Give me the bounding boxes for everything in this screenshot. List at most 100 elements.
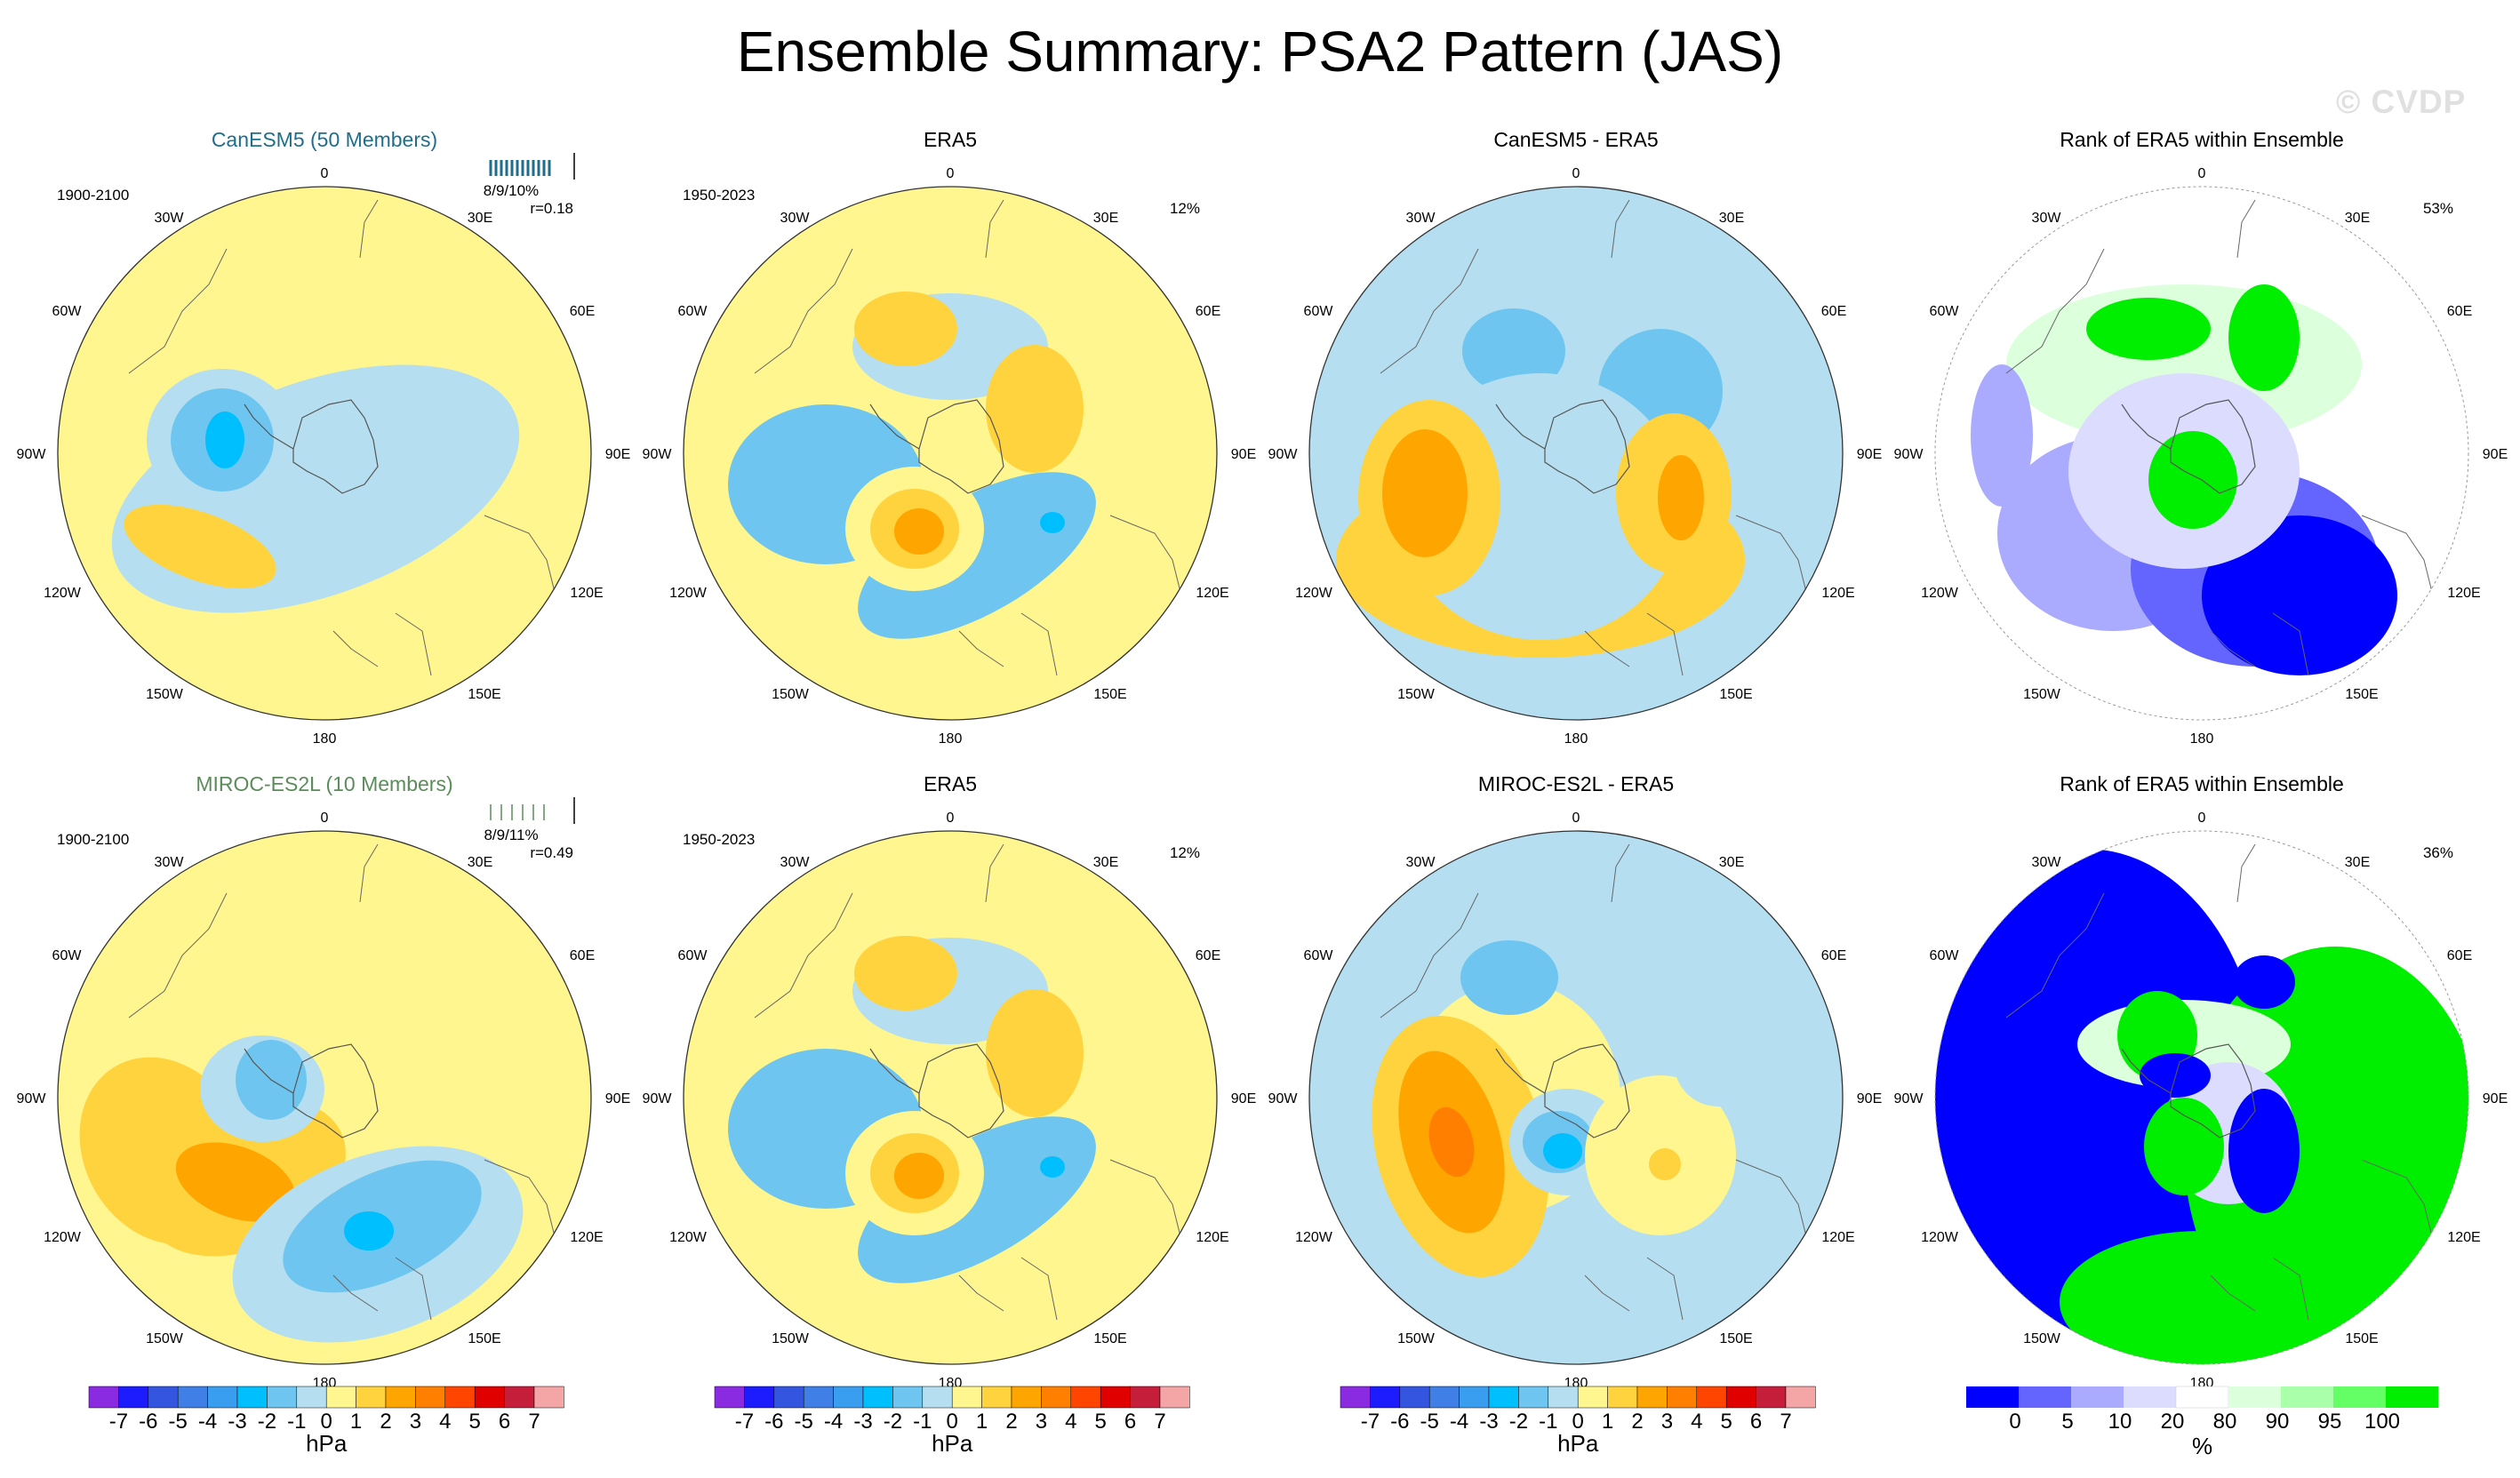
lon-label-right_upper: 30E bbox=[468, 211, 492, 226]
colorbar-label: 7 bbox=[1780, 1410, 1791, 1434]
rank-region bbox=[2060, 1231, 2344, 1364]
colorbar-label: 6 bbox=[1750, 1410, 1762, 1434]
lon-label-right_low: 150E bbox=[468, 687, 500, 702]
colorbar-label: -7 bbox=[735, 1410, 754, 1434]
lon-label-right_mid_low: 120E bbox=[1196, 1230, 1228, 1245]
lon-label-right: 90E bbox=[1231, 447, 1256, 462]
colorbar-swatch bbox=[356, 1386, 387, 1409]
antarctica-outline bbox=[1544, 1043, 1630, 1138]
contour-region bbox=[1462, 308, 1565, 394]
colorbar-swatch bbox=[2124, 1386, 2176, 1408]
colorbar-swatch bbox=[2019, 1386, 2071, 1408]
colorbar-label: -2 bbox=[1509, 1410, 1528, 1434]
contour-region bbox=[894, 508, 944, 555]
colorbar-swatch bbox=[922, 1386, 953, 1409]
colorbar-swatch bbox=[1070, 1386, 1101, 1409]
lon-label-left_mid_up: 60W bbox=[678, 304, 708, 319]
model-period: 1900-2100 bbox=[57, 831, 129, 848]
colorbar-label: 3 bbox=[410, 1410, 421, 1434]
obs-title: ERA5 bbox=[924, 128, 977, 151]
lon-label-left: 90W bbox=[1894, 447, 1924, 462]
lon-label-left_mid_low: 120W bbox=[1295, 1230, 1333, 1245]
coastline bbox=[395, 1257, 432, 1321]
map-border bbox=[57, 186, 592, 721]
map-border bbox=[1934, 830, 2469, 1365]
colorbar-label: 5 bbox=[469, 1410, 481, 1434]
colorbar-label: 0 bbox=[947, 1410, 958, 1434]
colorbar-label: 4 bbox=[1065, 1410, 1076, 1434]
rank-percent: 36% bbox=[2423, 844, 2453, 861]
colorbar-swatch bbox=[1370, 1386, 1401, 1409]
lon-label-right_low: 150E bbox=[1093, 1331, 1126, 1346]
colorbar-swatch bbox=[714, 1386, 745, 1409]
lon-label-left_low: 150W bbox=[2023, 1331, 2061, 1346]
coastline bbox=[958, 1274, 1004, 1312]
map-field bbox=[58, 187, 591, 720]
colorbar-label: -7 bbox=[1361, 1410, 1380, 1434]
lon-label-left_mid_up: 60W bbox=[52, 304, 83, 319]
lon-label-bottom: 180 bbox=[939, 731, 963, 747]
lon-label-right_mid_up: 60E bbox=[1821, 304, 1846, 319]
colorbar-swatch bbox=[1100, 1386, 1131, 1409]
antarctica-outline bbox=[2170, 1043, 2256, 1138]
lon-label-top: 0 bbox=[1572, 811, 1580, 826]
lon-label-right_mid_low: 120E bbox=[1196, 586, 1228, 601]
colorbar-label: -6 bbox=[139, 1410, 157, 1434]
contour-region bbox=[854, 292, 957, 366]
contour-region bbox=[1674, 1018, 1763, 1107]
model-stats: 8/9/11% bbox=[484, 827, 538, 843]
colorbar-swatch bbox=[88, 1386, 119, 1409]
colorbar-swatch bbox=[1428, 1386, 1460, 1409]
lon-label-right_mid_up: 60E bbox=[2447, 304, 2472, 319]
colorbar-swatch bbox=[1041, 1386, 1072, 1409]
colorbar-swatch bbox=[1399, 1386, 1430, 1409]
lon-label-left: 90W bbox=[17, 447, 47, 462]
lon-label-right: 90E bbox=[605, 1091, 630, 1107]
map-field bbox=[1309, 831, 1843, 1364]
colorbar-label: -4 bbox=[824, 1410, 843, 1434]
coastline bbox=[1380, 892, 1479, 1019]
diff-title: MIROC-ES2L - ERA5 bbox=[1478, 772, 1674, 795]
lon-label-right: 90E bbox=[1857, 1091, 1882, 1107]
colorbar-label: 5 bbox=[2061, 1410, 2073, 1434]
colorbar-label: 100 bbox=[2364, 1410, 2400, 1434]
colorbar-swatch bbox=[2228, 1386, 2281, 1408]
lon-label-left_low: 150W bbox=[146, 687, 184, 702]
contour-region bbox=[1040, 512, 1065, 533]
colorbar-swatch bbox=[1340, 1386, 1371, 1409]
colorbar-label: -3 bbox=[1479, 1410, 1498, 1434]
lon-label-top: 0 bbox=[2198, 811, 2206, 826]
lon-label-right_mid_up: 60E bbox=[1196, 948, 1220, 963]
lon-label-top: 0 bbox=[947, 166, 955, 181]
coastline bbox=[2361, 1159, 2434, 1241]
colorbar-label: -4 bbox=[1450, 1410, 1468, 1434]
contour-region bbox=[124, 504, 276, 589]
colorbar-label: 7 bbox=[1154, 1410, 1165, 1434]
peninsula-outline bbox=[1495, 1048, 1546, 1094]
contour-region bbox=[344, 1211, 394, 1250]
rank-region bbox=[2144, 1098, 2224, 1195]
lon-label-right_upper: 30E bbox=[2345, 855, 2370, 870]
colorbar-label: 1 bbox=[976, 1410, 988, 1434]
colorbar-swatch bbox=[236, 1386, 268, 1409]
lon-label-left: 90W bbox=[17, 1091, 47, 1107]
panel-obs-0: 0 30W 30E 60W 60E 90W 90E 120W 120E 150W 150E 180 ER… bbox=[643, 128, 1257, 747]
colorbar-swatch bbox=[1696, 1386, 1727, 1409]
lon-label-right_mid_low: 120E bbox=[1821, 586, 1854, 601]
lon-label-left_low: 150W bbox=[1397, 1331, 1436, 1346]
colorbar-swatch bbox=[2071, 1386, 2124, 1408]
colorbar-swatch bbox=[2386, 1386, 2438, 1408]
colorbar-label: 0 bbox=[321, 1410, 332, 1434]
map-field bbox=[684, 187, 1217, 720]
contour-region bbox=[1040, 1156, 1065, 1178]
colorbar-swatch bbox=[1785, 1386, 1816, 1409]
colorbar-swatch bbox=[2281, 1386, 2333, 1408]
panel-diff-0: 0 30W 30E 60W 60E 90W 90E 120W 120E 150W 150E 180 Ca… bbox=[1268, 128, 1883, 747]
coastline bbox=[1584, 630, 1630, 667]
colorbar-label: 2 bbox=[380, 1410, 391, 1434]
lon-label-right_upper: 30E bbox=[2345, 211, 2370, 226]
antarctica-outline bbox=[1544, 399, 1630, 494]
colorbar-swatch bbox=[1756, 1386, 1787, 1409]
colorbar-swatch bbox=[981, 1386, 1012, 1409]
rank-field bbox=[1935, 187, 2468, 720]
